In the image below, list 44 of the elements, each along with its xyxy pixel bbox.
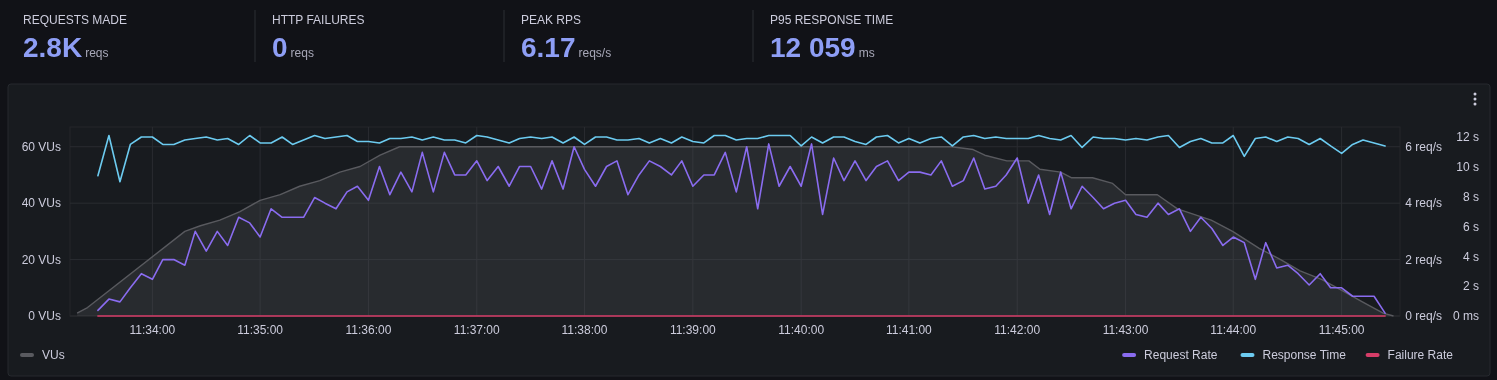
x-tick-label: 11:41:00 xyxy=(885,323,933,337)
x-tick-label: 11:39:00 xyxy=(669,323,717,337)
y3-tick-label: 10 s xyxy=(1456,160,1479,175)
y2-tick-label: 4 req/s xyxy=(1405,196,1442,211)
y2-tick-label: 6 req/s xyxy=(1405,139,1442,154)
text: 6.17 xyxy=(521,32,576,63)
x-tick-label: 11:42:00 xyxy=(994,323,1041,337)
x-tick-label: 11:43:00 xyxy=(1102,323,1149,337)
legend-label: Failure Rate xyxy=(1387,348,1454,363)
line-series xyxy=(97,134,1386,183)
x-tick-label: 11:40:00 xyxy=(778,323,825,337)
y3-tick-label: 8 s xyxy=(1462,189,1479,204)
text: 12 059 xyxy=(770,32,856,63)
legend-label: Response Time xyxy=(1262,348,1347,363)
y3-tick-label: 2 s xyxy=(1462,279,1479,294)
y-tick-label: 0 VUs xyxy=(28,309,61,324)
text: reqs xyxy=(290,46,314,60)
y-tick-label: 60 VUs xyxy=(21,139,61,154)
y3-tick-label: 0 ms xyxy=(1452,309,1479,324)
x-tick-label: 11:34:00 xyxy=(129,323,176,337)
text: REQUESTS MADE xyxy=(23,13,128,27)
text: reqs/s xyxy=(578,46,612,60)
y-tick-label: 20 VUs xyxy=(21,252,61,267)
legend-label: VUs xyxy=(42,348,65,363)
text: PEAK RPS xyxy=(521,13,582,27)
x-tick-label: 11:37:00 xyxy=(453,323,501,337)
y3-tick-label: 12 s xyxy=(1456,130,1479,145)
x-tick-label: 11:35:00 xyxy=(237,323,284,337)
y3-tick-label: 6 s xyxy=(1462,219,1479,234)
text: 2.8K xyxy=(23,32,83,63)
x-tick-label: 11:38:00 xyxy=(561,323,608,337)
text: 0 xyxy=(272,32,288,63)
y3-tick-label: 4 s xyxy=(1462,249,1479,264)
text: reqs xyxy=(85,46,109,60)
x-tick-label: 11:44:00 xyxy=(1210,323,1257,337)
text: P95 RESPONSE TIME xyxy=(770,13,894,27)
x-tick-label: 11:45:00 xyxy=(1318,323,1365,337)
y-tick-label: 40 VUs xyxy=(21,196,61,211)
y2-tick-label: 2 req/s xyxy=(1405,252,1442,267)
x-tick-label: 11:36:00 xyxy=(345,323,392,337)
text: HTTP FAILURES xyxy=(272,13,365,27)
legend-label: Request Rate xyxy=(1144,348,1218,363)
text: ms xyxy=(858,46,875,60)
y2-tick-label: 0 req/s xyxy=(1405,309,1442,324)
